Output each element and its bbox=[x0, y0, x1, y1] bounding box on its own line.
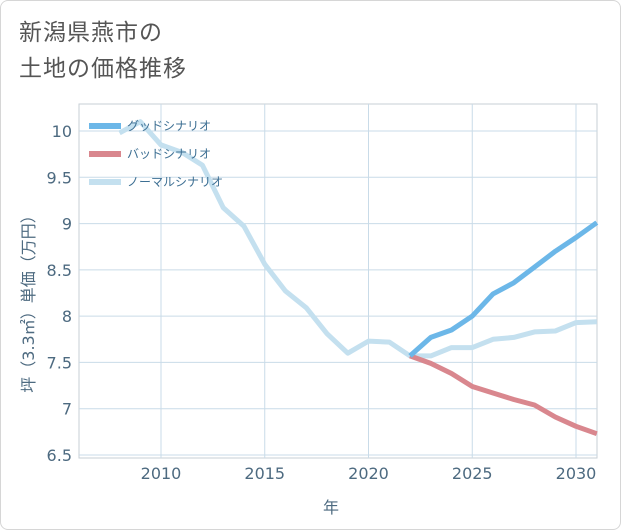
y-tick-label: 9 bbox=[62, 215, 72, 234]
legend-label: バッドシナリオ bbox=[127, 147, 211, 161]
series-line-normal bbox=[118, 119, 597, 359]
y-tick-label: 10 bbox=[52, 122, 72, 141]
y-tick-label: 9.5 bbox=[47, 168, 72, 187]
y-axis-label: 坪（3.3㎡）単価（万円） bbox=[19, 207, 38, 392]
x-tick-label: 2015 bbox=[244, 464, 285, 483]
y-axis-ticks: 6.5 7 7.5 8 8.5 9 9.5 10 bbox=[47, 122, 72, 465]
chart-title: 新潟県燕市の 土地の価格推移 bbox=[19, 20, 187, 82]
x-axis-label: 年 bbox=[323, 498, 339, 517]
plot-frame bbox=[78, 103, 598, 459]
legend-label: グッドシナリオ bbox=[127, 119, 211, 133]
y-tick-label: 6.5 bbox=[47, 446, 72, 465]
series-lines bbox=[118, 119, 599, 437]
x-tick-label: 2010 bbox=[141, 464, 182, 483]
x-axis-ticks: 2010 2015 2020 2025 2030 bbox=[141, 464, 597, 483]
x-tick-label: 2020 bbox=[348, 464, 389, 483]
x-tick-label: 2025 bbox=[452, 464, 493, 483]
y-tick-label: 7.5 bbox=[47, 353, 72, 372]
grid bbox=[78, 103, 598, 459]
series-line-good bbox=[408, 220, 599, 358]
y-tick-label: 8.5 bbox=[47, 261, 72, 280]
legend-label: ノーマルシナリオ bbox=[127, 175, 223, 189]
y-tick-label: 7 bbox=[62, 400, 72, 419]
x-tick-label: 2030 bbox=[556, 464, 597, 483]
y-tick-label: 8 bbox=[62, 307, 72, 326]
series-line-bad bbox=[409, 353, 598, 437]
